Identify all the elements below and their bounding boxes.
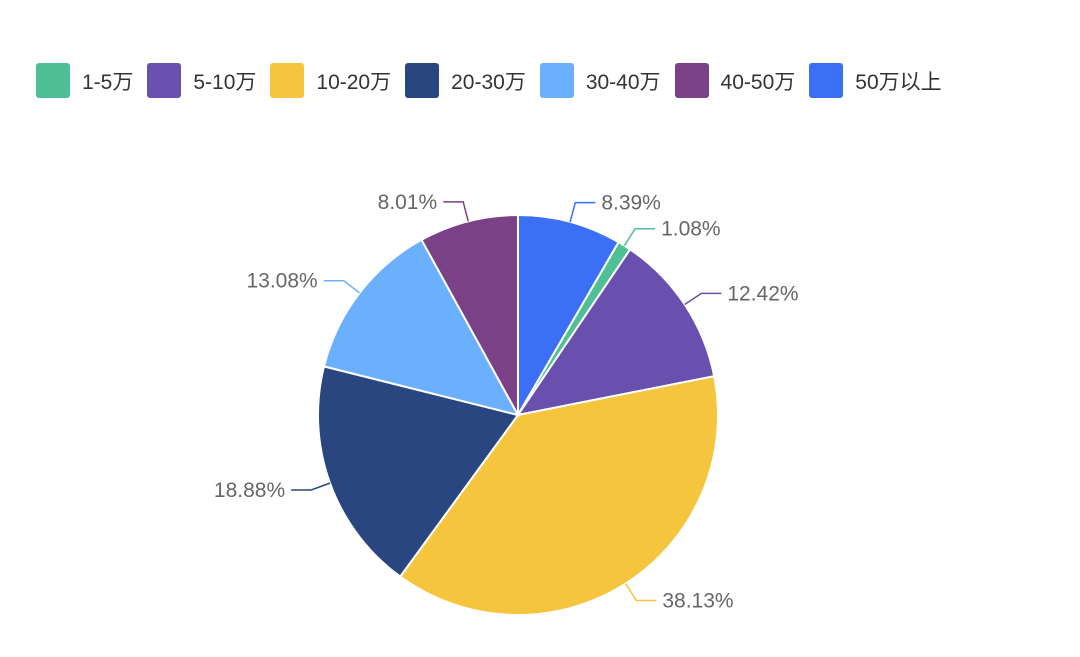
label-leader-line [443, 201, 469, 222]
pie-slice[interactable] [322, 238, 520, 417]
legend-item[interactable]: 30-40万 [539, 63, 661, 98]
legend-swatch [674, 63, 709, 98]
legend-label: 1-5万 [82, 70, 134, 94]
legend-label: 5-10万 [193, 70, 257, 94]
legend-swatch [539, 63, 574, 98]
legend-item[interactable]: 40-50万 [674, 63, 796, 98]
data-label: 38.13% [662, 589, 733, 612]
pie-slice[interactable] [398, 375, 719, 616]
label-leader-line [291, 482, 331, 491]
label-leader-line [623, 227, 656, 247]
label-leader-line [684, 292, 722, 306]
legend-item[interactable]: 5-10万 [147, 63, 256, 98]
data-label: 13.08% [246, 270, 317, 293]
label-leader-line [569, 201, 596, 223]
legend-item[interactable]: 50万以上 [809, 63, 942, 98]
legend-swatch [405, 63, 440, 98]
data-label: 8.39% [601, 192, 661, 215]
pie-slice[interactable] [317, 365, 520, 579]
data-label: 1.08% [661, 218, 721, 241]
data-label: 12.42% [727, 282, 798, 305]
legend-label: 50万以上 [855, 70, 942, 94]
legend-item[interactable]: 1-5万 [36, 63, 133, 98]
legend-label: 40-50万 [720, 70, 796, 94]
pie-slice[interactable] [420, 213, 519, 416]
legend-swatch [270, 63, 305, 98]
legend-swatch [36, 63, 70, 98]
legend-swatch [147, 63, 182, 98]
legend-label: 10-20万 [316, 70, 392, 94]
legend-item[interactable]: 10-20万 [270, 63, 391, 98]
legend-swatch [809, 63, 844, 98]
label-leader-line [323, 279, 361, 294]
legend-item[interactable]: 20-30万 [405, 63, 526, 98]
legend: 1-5万 5-10万 10-20万 20-30万 30-40万 40-50万 50万以上 [36, 63, 956, 98]
label-leader-line [624, 583, 657, 602]
legend-label: 30-40万 [585, 70, 661, 94]
legend-label: 20-30万 [451, 70, 526, 94]
data-label: 18.88% [214, 479, 285, 502]
pie-slice[interactable] [517, 213, 620, 419]
data-label: 8.01% [378, 191, 438, 214]
